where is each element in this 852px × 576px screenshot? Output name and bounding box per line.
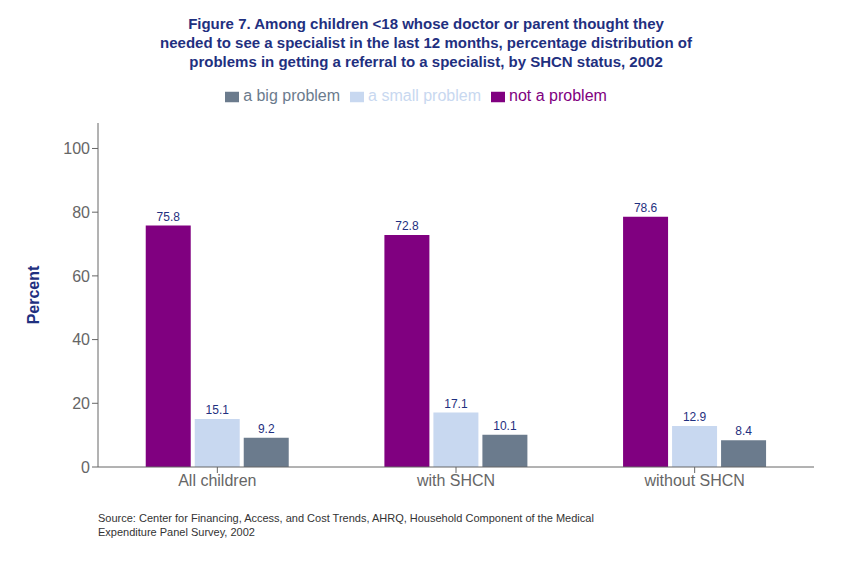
svg-text:40: 40 [72, 331, 90, 348]
svg-text:Percent: Percent [25, 265, 42, 324]
svg-text:60: 60 [72, 268, 90, 285]
html-text:needed to see a specialist in: needed to see a specialist in the last 1… [160, 34, 692, 51]
html-text:not a problem: not a problem [509, 87, 607, 104]
svg-text:without SHCN: without SHCN [643, 472, 744, 489]
html-text:problems in getting a referral: problems in getting a referral to a spec… [189, 53, 663, 70]
svg-text:72.8: 72.8 [395, 219, 419, 233]
svg-text:with SHCN: with SHCN [416, 472, 495, 489]
svg-text:10.1: 10.1 [493, 419, 517, 433]
svg-text:100: 100 [63, 140, 90, 157]
svg-text:15.1: 15.1 [206, 403, 230, 417]
svg-text:12.9: 12.9 [683, 410, 707, 424]
html-text:a big problem: a big problem [243, 87, 341, 104]
svg-text:All children: All children [178, 472, 256, 489]
svg-text:80: 80 [72, 204, 90, 221]
svg-text:20: 20 [72, 395, 90, 412]
html-text:a small problem: a small problem [368, 87, 481, 104]
html-text:Expenditure Panel Survey, 2002: Expenditure Panel Survey, 2002 [98, 526, 255, 538]
svg-text:75.8: 75.8 [157, 210, 181, 224]
svg-text:17.1: 17.1 [444, 397, 468, 411]
svg-text:8.4: 8.4 [735, 424, 752, 438]
svg-text:9.2: 9.2 [258, 422, 275, 436]
svg-text:78.6: 78.6 [634, 201, 658, 215]
html-text:Figure 7. Among children <18 w: Figure 7. Among children <18 whose docto… [188, 15, 664, 32]
html-text:Source: Center for Financing,: Source: Center for Financing, Access, an… [98, 512, 594, 524]
svg-text:0: 0 [81, 459, 90, 476]
